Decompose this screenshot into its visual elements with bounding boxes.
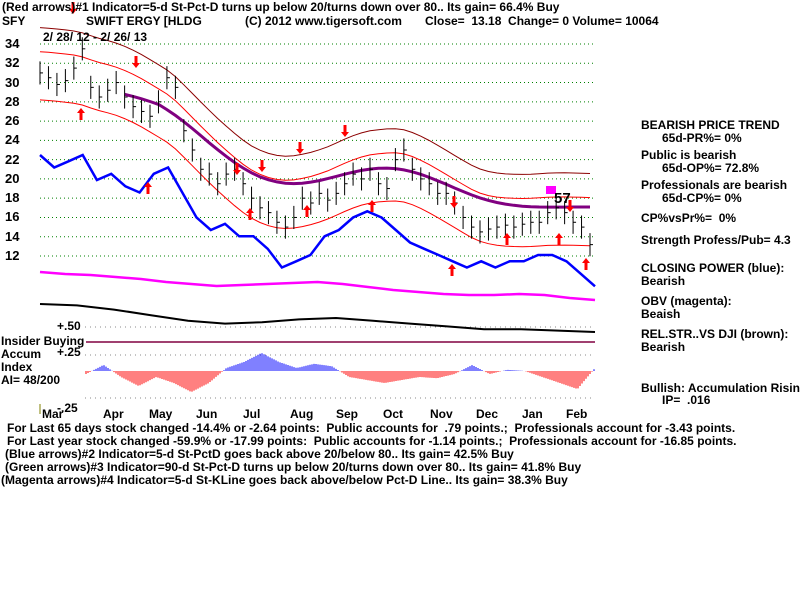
footer-blue-arrows: (Blue arrows)#2 Indicator=5-d St-PctD go… bbox=[5, 447, 514, 461]
month-tick-label: Dec bbox=[476, 407, 499, 421]
sell-arrow-icon bbox=[132, 56, 140, 68]
buy-arrow-icon bbox=[582, 258, 590, 270]
month-tick-label: Apr bbox=[103, 407, 124, 421]
relstr-label: REL.STR..VS DJI (brown): bbox=[641, 327, 789, 341]
month-tick-label: Nov bbox=[430, 407, 453, 421]
obv-value: Beaish bbox=[641, 307, 681, 321]
sell-arrow-icon bbox=[341, 125, 349, 137]
op-value: 65d-OP%= 72.8% bbox=[662, 161, 760, 175]
plus-25-label: +.25 bbox=[57, 345, 81, 359]
plus-50-label: +.50 bbox=[57, 319, 81, 333]
buy-arrow-icon bbox=[246, 208, 254, 220]
index-label: Index bbox=[1, 360, 33, 374]
sell-arrow-icon bbox=[258, 160, 266, 172]
strength-ratio: Strength Profess/Pub= 4.3 bbox=[641, 233, 791, 247]
footer-year: For Last year stock changed -59.9% or -1… bbox=[7, 434, 737, 448]
buy-arrow-icon bbox=[503, 233, 511, 245]
price-tick-label: 28 bbox=[5, 93, 20, 109]
indicator-lines bbox=[39, 153, 596, 333]
obv-label: OBV (magenta): bbox=[641, 294, 732, 308]
closing-power-label: CLOSING POWER (blue): bbox=[641, 261, 785, 275]
insider-buying-label: Insider Buying bbox=[1, 334, 85, 348]
company-name: SWIFT ERGY [HLDG bbox=[86, 14, 202, 28]
sell-arrow-icon bbox=[296, 142, 304, 154]
buy-arrow-icon bbox=[368, 200, 376, 212]
indicator-1-description: (Red arrows)#1 Indicator=5-d St-Pct-D tu… bbox=[2, 0, 560, 14]
month-tick-label: May bbox=[149, 407, 173, 421]
month-tick-label: Mar bbox=[42, 407, 64, 421]
public-status: Public is bearish bbox=[641, 148, 737, 162]
ai-value: AI= 48/200 bbox=[1, 373, 61, 387]
month-tick-label: Jan bbox=[522, 407, 543, 421]
cp-vs-pr: CP%vsPr%= 0% bbox=[641, 211, 737, 225]
sell-arrow-icon bbox=[69, 2, 77, 14]
accumulation-histogram bbox=[85, 353, 595, 392]
ip-value: IP= .016 bbox=[662, 393, 711, 407]
price-tick-label: 20 bbox=[5, 170, 20, 186]
sell-arrow-icon bbox=[233, 163, 241, 175]
date-range: 2/ 28/ 12 - 2/ 26/ 13 bbox=[43, 30, 148, 44]
copyright: (C) 2012 www.tigersoft.com bbox=[245, 14, 402, 28]
trend-title: BEARISH PRICE TREND bbox=[641, 118, 780, 132]
price-tick-label: 22 bbox=[5, 151, 20, 167]
month-tick-label: Jun bbox=[196, 407, 218, 421]
price-tick-label: 32 bbox=[5, 55, 20, 71]
sell-arrow-icon bbox=[450, 196, 458, 208]
month-tick-label: Feb bbox=[566, 407, 588, 421]
month-tick-label: Aug bbox=[290, 407, 314, 421]
buy-arrow-icon bbox=[77, 108, 85, 120]
price-bands bbox=[39, 27, 591, 248]
relstr-value: Bearish bbox=[641, 340, 686, 354]
month-tick-label: Sep bbox=[336, 407, 359, 421]
footer-green-arrows: (Green arrows)#3 Indicator=90-d St-Pct-D… bbox=[5, 460, 582, 474]
footer-magenta-arrows: (Magenta arrows)#4 Indicator=5-d St-KLin… bbox=[1, 473, 568, 487]
price-tick-label: 16 bbox=[5, 209, 20, 225]
accumulation-status: Bullish: Accumulation Rising bbox=[641, 381, 800, 395]
buy-arrow-icon bbox=[303, 205, 311, 217]
price-tick-label: 34 bbox=[5, 36, 20, 51]
accum-label: Accum bbox=[1, 347, 42, 361]
price-tick-label: 24 bbox=[5, 132, 20, 148]
price-tick-label: 14 bbox=[5, 228, 20, 244]
month-tick-label: Jul bbox=[243, 407, 261, 421]
price-tick-label: 30 bbox=[5, 74, 20, 90]
buy-arrow-icon bbox=[144, 182, 152, 194]
buy-arrow-icon bbox=[448, 264, 456, 276]
minus-25-label: -.25 bbox=[57, 401, 78, 415]
cp-value: 65d-CP%= 0% bbox=[662, 191, 742, 205]
price-bars bbox=[39, 37, 593, 257]
buy-arrow-icon bbox=[555, 233, 563, 245]
close-volume: Close= 13.18 Change= 0 Volume= 10064 bbox=[425, 14, 659, 28]
price-tick-label: 18 bbox=[5, 190, 20, 206]
ticker-symbol: SFY bbox=[2, 14, 26, 28]
pr-value: 65d-PR%= 0% bbox=[662, 131, 742, 145]
month-tick-label: Oct bbox=[383, 407, 404, 421]
price-gridlines bbox=[39, 43, 595, 414]
price-tick-label: 12 bbox=[5, 248, 20, 263]
magenta-signal-icon bbox=[546, 186, 556, 194]
price-tick-label: 26 bbox=[5, 113, 20, 129]
annotation-57: 57 bbox=[554, 190, 571, 207]
footer-65-day: For Last 65 days stock changed -14.4% or… bbox=[7, 421, 736, 435]
sell-arrow-icon bbox=[566, 200, 574, 212]
professionals-status: Professionals are bearish bbox=[641, 178, 788, 192]
closing-power-value: Bearish bbox=[641, 274, 686, 288]
signal-arrows bbox=[69, 2, 590, 276]
